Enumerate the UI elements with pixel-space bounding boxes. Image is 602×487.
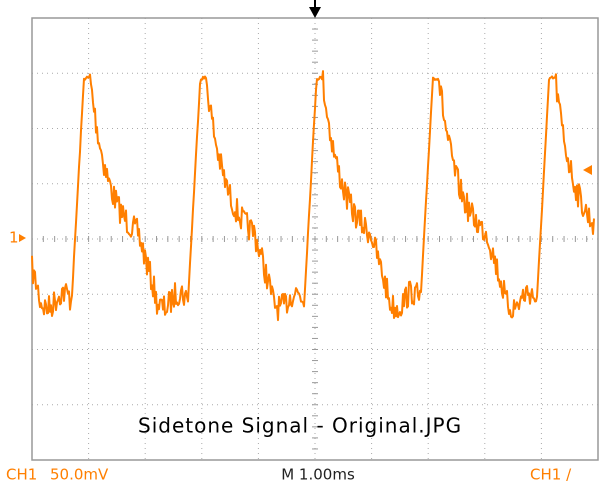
volts-per-div: 50.0mV [50,466,109,484]
channel-marker: 1 [9,229,19,247]
timebase: M 1.00ms [281,466,355,484]
trigger-position-marker [309,0,321,18]
caption: Sidetone Signal - Original.JPG [138,414,462,438]
trigger-info: CH1 / [530,466,572,484]
channel-marker-arrow [19,234,26,242]
channel-label: CH1 [6,466,37,484]
trigger-level-marker [583,165,592,175]
waveform [31,70,595,322]
